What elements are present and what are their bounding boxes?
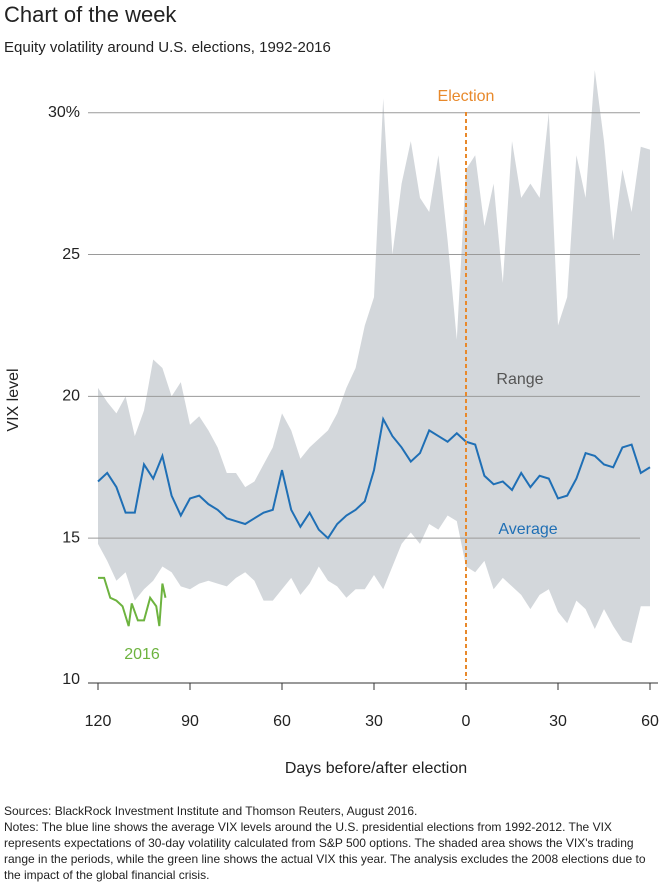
x-tick-label: 60	[273, 713, 291, 730]
y-tick-label: 25	[62, 246, 80, 263]
chart-title: Chart of the week	[4, 2, 177, 27]
x-tick-label: 0	[462, 713, 471, 730]
notes: Notes: The blue line shows the average V…	[4, 820, 646, 882]
x-axis-label: Days before/after election	[285, 760, 467, 777]
y-tick-label: 10	[62, 671, 80, 688]
x-tick-label: 120	[85, 713, 112, 730]
x-tick-label: 30	[365, 713, 383, 730]
sources: Sources: BlackRock Investment Institute …	[4, 804, 418, 818]
series-label: Range	[496, 371, 543, 388]
x-tick-label: 90	[181, 713, 199, 730]
x-tick-label: 30	[549, 713, 567, 730]
y-tick-label: 20	[62, 388, 80, 405]
series-label: Average	[498, 521, 557, 538]
series-label: 2016	[124, 646, 160, 663]
chart-subtitle: Equity volatility around U.S. elections,…	[4, 39, 331, 56]
range-area	[98, 70, 650, 644]
x-tick-label: 60	[641, 713, 659, 730]
y-tick-label: 30%	[48, 104, 80, 121]
election-label: Election	[438, 88, 495, 105]
chart: Chart of the week Equity volatility arou…	[4, 2, 659, 777]
y-axis-label: VIX level	[5, 368, 22, 431]
series-line	[98, 576, 167, 627]
series-line	[97, 416, 651, 540]
y-tick-label: 15	[62, 529, 80, 546]
